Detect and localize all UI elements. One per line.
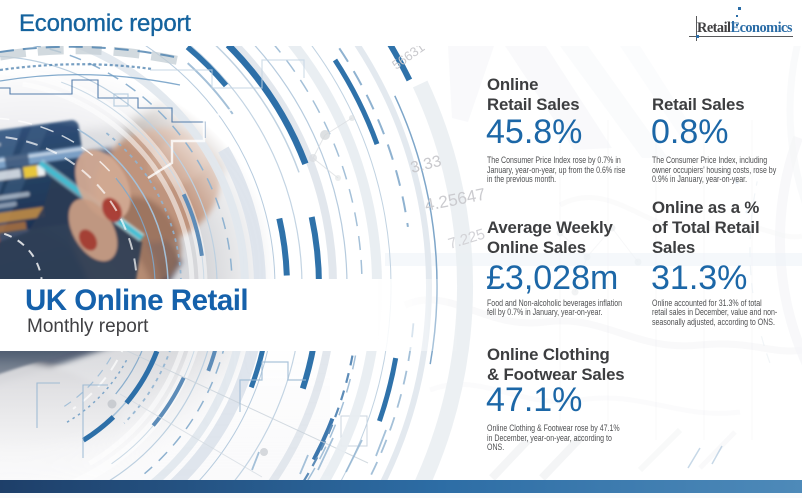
svg-text:3.33: 3.33 [409, 153, 443, 177]
